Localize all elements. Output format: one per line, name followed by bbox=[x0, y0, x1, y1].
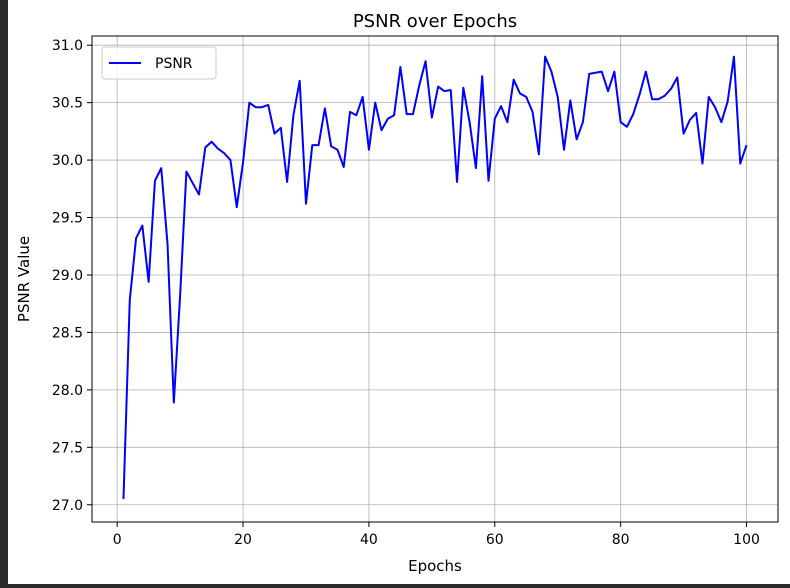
x-tick-label: 40 bbox=[360, 532, 378, 548]
y-tick-label: 30.0 bbox=[52, 153, 83, 169]
grid-layer bbox=[92, 36, 778, 522]
legend-label: PSNR bbox=[155, 56, 193, 72]
y-tick-label: 27.0 bbox=[52, 498, 83, 514]
x-axis-label: Epochs bbox=[408, 557, 462, 575]
y-tick-label: 29.0 bbox=[52, 268, 83, 284]
ticks-layer: 0 20 40 60 80 100 27.0 27.5 28.0 28.5 29.0 29.5 30.0… bbox=[52, 38, 760, 548]
y-tick-label: 29.5 bbox=[52, 211, 83, 227]
chart-title: PSNR over Epochs bbox=[353, 11, 517, 32]
y-tick-label: 30.5 bbox=[52, 96, 83, 112]
y-tick-label: 28.0 bbox=[52, 383, 83, 399]
y-tick-label: 31.0 bbox=[52, 38, 83, 54]
x-tick-label: 0 bbox=[113, 532, 122, 548]
psnr-series-line bbox=[122, 55, 748, 500]
psnr-line-chart: 0 20 40 60 80 100 27.0 27.5 28.0 28.5 29.0 29.5 30.0… bbox=[15, 11, 779, 575]
x-tick-label: 100 bbox=[733, 532, 760, 548]
y-axis-label: PSNR Value bbox=[15, 236, 33, 322]
x-tick-label: 80 bbox=[612, 532, 630, 548]
series-layer bbox=[122, 55, 748, 500]
chart-figure: 0 20 40 60 80 100 27.0 27.5 28.0 28.5 29.0 29.5 30.0… bbox=[8, 0, 790, 584]
x-tick-label: 20 bbox=[234, 532, 252, 548]
legend-box bbox=[101, 46, 217, 80]
legend: PSNR bbox=[101, 46, 217, 80]
y-tick-label: 27.5 bbox=[52, 440, 83, 456]
x-tick-label: 60 bbox=[486, 532, 504, 548]
plot-frame bbox=[91, 35, 779, 523]
y-tick-label: 28.5 bbox=[52, 325, 83, 341]
